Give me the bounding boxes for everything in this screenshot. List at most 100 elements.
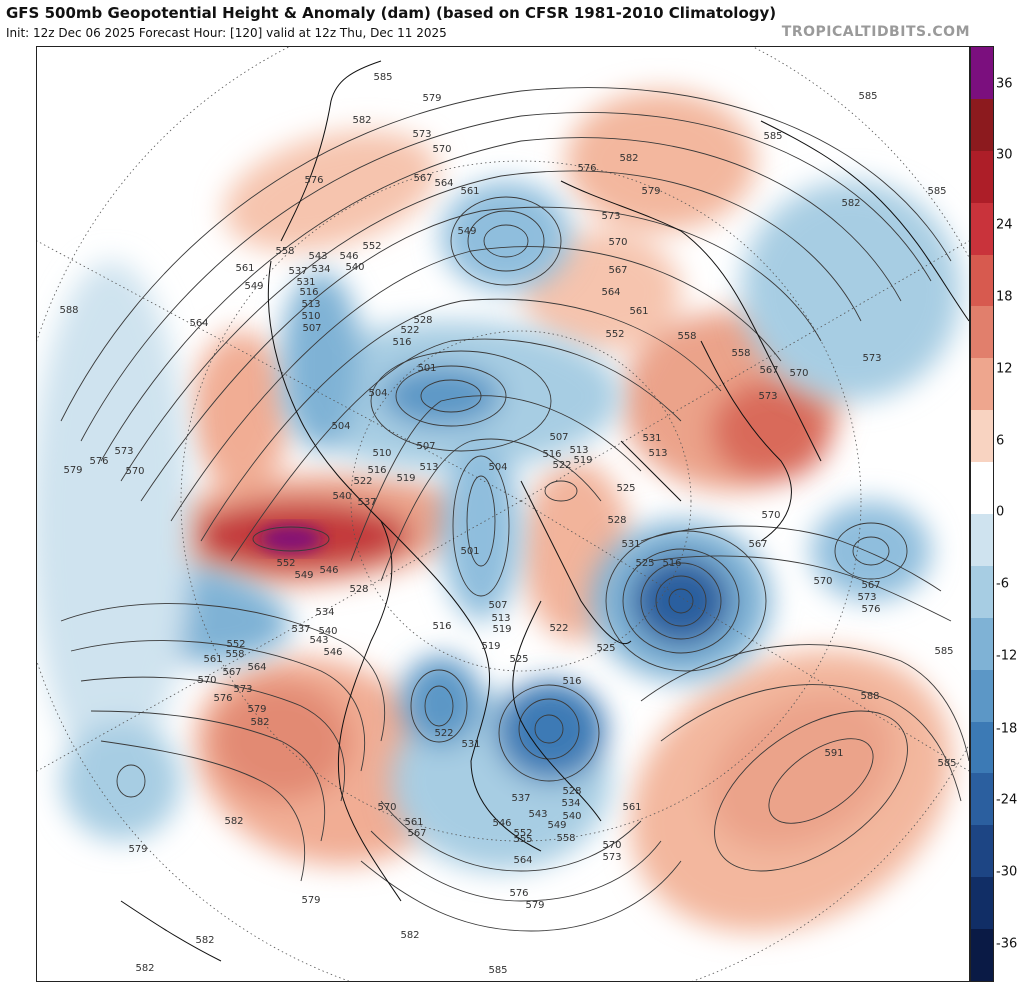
- contour-label: 585: [858, 91, 877, 102]
- contour-label: 543: [309, 635, 328, 646]
- contour-label: 507: [416, 441, 435, 452]
- contour-label: 537: [288, 266, 307, 277]
- contour-label: 510: [301, 311, 320, 322]
- contour-label: 558: [556, 833, 575, 844]
- contour-label: 570: [813, 576, 832, 587]
- contour-label: 525: [509, 654, 528, 665]
- contour-label: 561: [629, 306, 648, 317]
- contour-label: 522: [434, 728, 453, 739]
- colorbar-tick-label: -12: [996, 648, 1018, 664]
- colorbar-segment: [971, 565, 993, 619]
- contour-label: 501: [460, 546, 479, 557]
- contour-label: 516: [662, 558, 681, 569]
- contour-label: 567: [748, 539, 767, 550]
- contour-label: 522: [400, 325, 419, 336]
- contour-label: 588: [860, 691, 879, 702]
- positive-anomaly-layer: [131, 91, 952, 933]
- contour-label: 513: [648, 448, 667, 459]
- contour-label: 576: [509, 888, 528, 899]
- contour-label: 513: [569, 445, 588, 456]
- contour-label: 519: [481, 641, 500, 652]
- contour-label: 516: [562, 676, 581, 687]
- contour-label: 573: [233, 684, 252, 695]
- contour-label: 552: [605, 329, 624, 340]
- contour-label: 579: [301, 895, 320, 906]
- contour-label: 570: [432, 144, 451, 155]
- contour-label: 588: [59, 305, 78, 316]
- colorbar-segment: [971, 254, 993, 307]
- contour-label: 537: [291, 624, 310, 635]
- contour-label: 528: [607, 515, 626, 526]
- contour-label: 546: [323, 647, 342, 658]
- contour-label: 540: [562, 811, 581, 822]
- contour-label: 534: [315, 607, 334, 618]
- contour-label: 528: [562, 786, 581, 797]
- contour-label: 540: [345, 262, 364, 273]
- contour-label: 531: [461, 739, 480, 750]
- colorbar-tick-label: 18: [996, 289, 1013, 305]
- contour-label: 546: [339, 251, 358, 262]
- contour-label: 531: [296, 277, 315, 288]
- colorbar-segment: [971, 669, 993, 723]
- contour-label: 573: [412, 129, 431, 140]
- height-contours: [60, 87, 969, 932]
- colorbar-tick-label: 0: [996, 504, 1005, 520]
- contour-label: 525: [635, 558, 654, 569]
- contour-label: 564: [601, 287, 620, 298]
- map-title: GFS 500mb Geopotential Height & Anomaly …: [6, 4, 777, 22]
- colorbar-segment: [971, 773, 993, 826]
- contour-label: 516: [392, 337, 411, 348]
- contour-label: 507: [488, 600, 507, 611]
- contour-label: 567: [222, 667, 241, 678]
- contour-label: 522: [549, 623, 568, 634]
- contour-label: 564: [189, 318, 208, 329]
- contour-label: 582: [224, 816, 243, 827]
- contour-label: 561: [203, 654, 222, 665]
- contour-label: 537: [357, 497, 376, 508]
- contour-label: 507: [302, 323, 321, 334]
- contour-label: 585: [937, 758, 956, 769]
- contour-label: 570: [602, 840, 621, 851]
- colorbar-tick-label: 30: [996, 147, 1013, 163]
- contour-label: 552: [362, 241, 381, 252]
- contour-label: 582: [841, 198, 860, 209]
- contour-label: 579: [641, 186, 660, 197]
- contour-label: 510: [372, 448, 391, 459]
- contour-label: 549: [547, 820, 566, 831]
- contour-label: 585: [763, 131, 782, 142]
- colorbar-segment: [971, 410, 993, 463]
- contour-label: 576: [213, 693, 232, 704]
- colorbar-tick-label: -18: [996, 721, 1018, 737]
- contour-label: 528: [349, 584, 368, 595]
- contour-label: 558: [731, 348, 750, 359]
- contour-label: 570: [761, 510, 780, 521]
- latitude-circles: [37, 47, 969, 981]
- contour-label: 519: [396, 473, 415, 484]
- contour-label: 573: [114, 446, 133, 457]
- colorbar-segment: [971, 47, 993, 100]
- contour-label: 585: [927, 186, 946, 197]
- contour-label: 552: [226, 639, 245, 650]
- contour-label: 564: [247, 662, 266, 673]
- contour-label: 564: [513, 855, 532, 866]
- colorbar-tick-label: -6: [996, 576, 1009, 592]
- contour-label: 567: [861, 580, 880, 591]
- contour-label: 516: [432, 621, 451, 632]
- contour-label: 531: [621, 539, 640, 550]
- contour-label: 504: [368, 388, 387, 399]
- contour-label: 555: [513, 834, 532, 845]
- contour-label: 558: [677, 331, 696, 342]
- contour-label: 567: [407, 828, 426, 839]
- contour-label: 573: [601, 211, 620, 222]
- map-subtitle: Init: 12z Dec 06 2025 Forecast Hour: [12…: [6, 26, 447, 40]
- contour-label: 582: [135, 963, 154, 974]
- colorbar-segment: [971, 825, 993, 878]
- colorbar-segment: [971, 617, 993, 671]
- contour-label: 567: [759, 365, 778, 376]
- contour-label: 513: [301, 299, 320, 310]
- colorbar-tick-label: -24: [996, 792, 1018, 808]
- contour-label: 567: [608, 265, 627, 276]
- colorbar-segment: [971, 98, 993, 152]
